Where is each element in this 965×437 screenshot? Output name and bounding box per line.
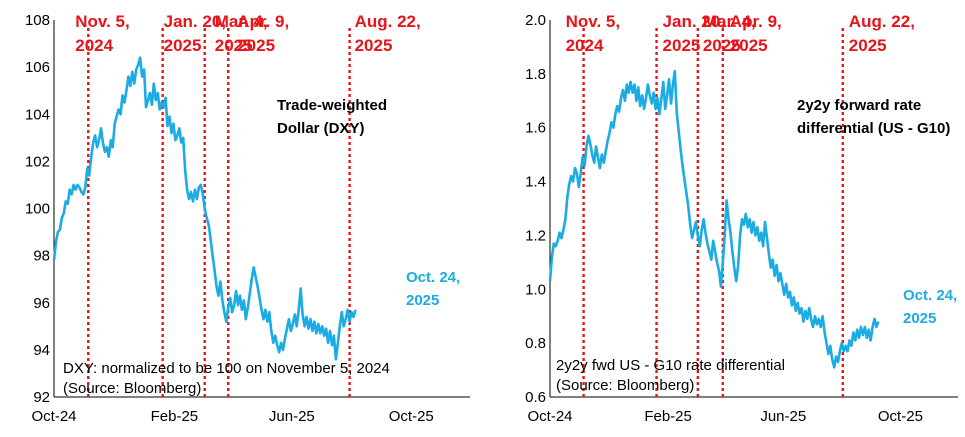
dxy-event-label: Nov. 5, — [75, 12, 129, 31]
dxy-event-label: Jan. 20, — [164, 12, 226, 31]
rate-x-tick-label: Jun-25 — [760, 408, 806, 425]
dxy-y-tick-label: 104 — [25, 106, 50, 123]
dxy-x-tick-label: Jun-25 — [269, 408, 315, 425]
dxy-y-tick-label: 98 — [33, 248, 50, 265]
dxy-y-tick-label: 94 — [33, 342, 50, 359]
dxy-y-tick-label: 108 — [25, 12, 50, 29]
dxy-y-tick-label: 96 — [33, 295, 50, 312]
dxy-x-tick-label: Feb-25 — [151, 408, 199, 425]
dxy-event-label: Apr. 9, — [237, 12, 289, 31]
rate-event-label: Jan. 20, — [663, 12, 725, 31]
rate-event-label: Nov. 5, — [566, 12, 620, 31]
rate-x-tick-label: Oct-24 — [527, 408, 572, 425]
rate-title: differential (US - G10) — [797, 120, 950, 137]
rate-last-label: Oct. 24, — [903, 287, 957, 304]
dxy-event-label: 2025 — [355, 36, 393, 55]
dxy-title: Dollar (DXY) — [277, 120, 365, 137]
dxy-event-label: Aug. 22, — [355, 12, 421, 31]
rate-event-label: 2024 — [566, 36, 604, 55]
dxy-event-label: Mar. 4, — [215, 12, 268, 31]
dxy-source-note: DXY: normalized to be 100 on November 5,… — [63, 360, 390, 377]
dxy-event-label: 2025 — [164, 36, 202, 55]
rate-y-tick-label: 1.2 — [525, 227, 546, 244]
dxy-y-tick-label: 102 — [25, 153, 50, 170]
rate-x-tick-label: Oct-25 — [878, 408, 923, 425]
dxy-event-label: 2025 — [215, 36, 253, 55]
dxy-event-label: 2025 — [237, 36, 275, 55]
dxy-last-label: Oct. 24, — [406, 269, 460, 286]
rate-source-note: (Source: Bloomberg) — [556, 377, 694, 394]
rate-y-tick-label: 1.6 — [525, 120, 546, 137]
dxy-y-tick-label: 106 — [25, 59, 50, 76]
rate-last-label: 2025 — [903, 310, 936, 327]
rate-y-tick-label: 0.6 — [525, 389, 546, 406]
rate-event-label: Apr. 9, — [730, 12, 782, 31]
rate-event-label: 2025 — [703, 36, 741, 55]
dxy-x-tick-label: Oct-25 — [389, 408, 434, 425]
dxy-y-tick-label: 100 — [25, 201, 50, 218]
dxy-last-label: 2025 — [406, 292, 439, 309]
rate-source-note: 2y2y fwd US - G10 rate differential — [556, 357, 785, 374]
rate-y-tick-label: 1.8 — [525, 66, 546, 83]
rate-y-tick-label: 1.0 — [525, 281, 546, 298]
rate-event-label: 2025 — [663, 36, 701, 55]
rate-event-label: Aug. 22, — [849, 12, 915, 31]
rate-event-label: 2025 — [849, 36, 887, 55]
rate-title: 2y2y forward rate — [797, 97, 921, 114]
dxy-source-note: (Source: Bloomberg) — [63, 380, 201, 397]
dxy-title: Trade-weighted — [277, 97, 387, 114]
rate-series-line — [548, 69, 880, 369]
dxy-x-tick-label: Oct-24 — [31, 408, 76, 425]
dxy-event-label: 2024 — [75, 36, 113, 55]
rate-x-tick-label: Feb-25 — [644, 408, 692, 425]
rate-y-tick-label: 1.4 — [525, 174, 546, 191]
rate-event-label: Mar. 4, — [703, 12, 756, 31]
rate-event-label: 2025 — [730, 36, 768, 55]
rate-y-tick-label: 0.8 — [525, 335, 546, 352]
dxy-series-line — [52, 56, 357, 361]
dxy-y-tick-label: 92 — [33, 389, 50, 406]
rate-y-tick-label: 2.0 — [525, 12, 546, 29]
